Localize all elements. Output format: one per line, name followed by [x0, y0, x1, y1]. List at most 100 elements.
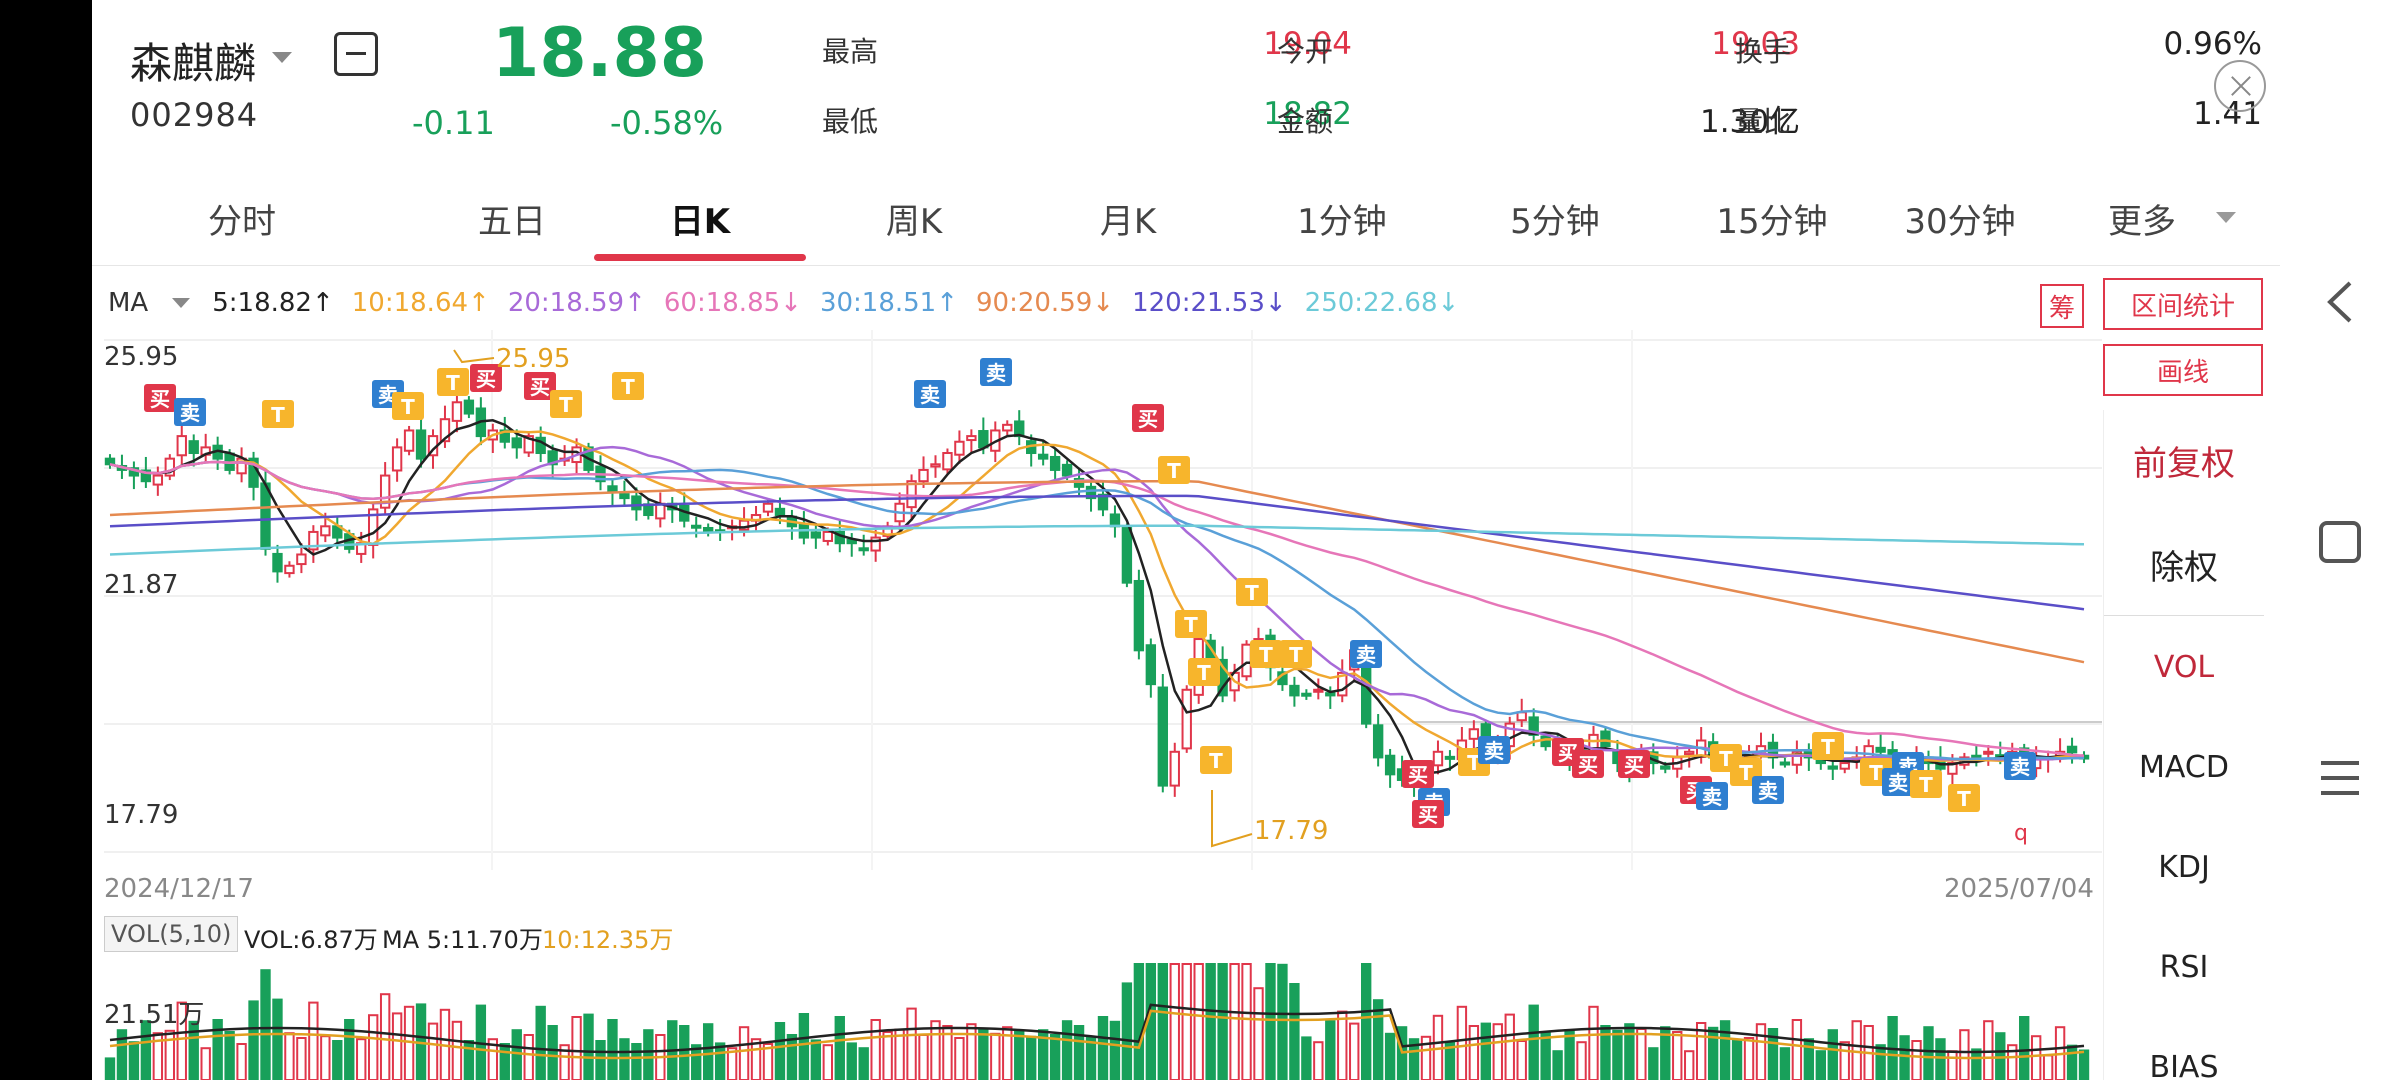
- volume-bar: [1313, 1041, 1324, 1080]
- close-icon[interactable]: [2214, 60, 2266, 112]
- volume-bar: [1229, 963, 1240, 1080]
- stock-name[interactable]: 森麒麟: [130, 39, 257, 88]
- candlestick-chart[interactable]: 买卖T卖TT买买TT卖卖买TTTTTTT卖买卖买T卖买买买买卖TT卖TT卖卖TT…: [92, 0, 2280, 1080]
- candle: [272, 552, 283, 573]
- ma-legend[interactable]: MA 5:18.82↑ 10:18.64↑ 20:18.59↑ 60:18.85…: [108, 288, 1459, 318]
- t-signal-marker: [1812, 732, 1844, 760]
- volume-bar: [367, 1014, 379, 1080]
- volume-bar: [714, 1042, 726, 1080]
- candle: [2066, 745, 2078, 754]
- volume-bar: [1301, 1036, 1312, 1080]
- volume-bar: [810, 1039, 822, 1080]
- volume-bar: [1289, 983, 1300, 1080]
- forward-adjust-option[interactable]: 前复权: [2133, 444, 2235, 484]
- tab-30min[interactable]: 30分钟: [1904, 202, 2016, 242]
- max-price-marker: 25.95: [496, 344, 571, 374]
- t-signal-marker: [1200, 746, 1232, 774]
- chip-distribution-button[interactable]: 筹: [2040, 284, 2084, 328]
- sell-signal-marker: [1882, 768, 1914, 796]
- candle: [152, 474, 164, 486]
- candle: [1145, 644, 1157, 686]
- tab-intraday[interactable]: 分时: [208, 202, 276, 242]
- price-change-pct: -0.58%: [610, 104, 724, 142]
- candle: [1121, 526, 1133, 584]
- indicator-kdj[interactable]: KDJ: [2158, 850, 2210, 885]
- tab-more[interactable]: 更多: [2108, 202, 2176, 242]
- t-signal-marker-label: T: [1184, 613, 1198, 637]
- t-signal-marker-label: T: [1209, 749, 1223, 773]
- t-signal-marker-label: T: [1245, 581, 1259, 605]
- tab-1min[interactable]: 1分钟: [1297, 202, 1387, 242]
- volume-bar: [906, 1007, 917, 1080]
- candle: [1181, 688, 1192, 750]
- volume-bar: [1121, 982, 1133, 1080]
- volume-bar: [1576, 1041, 1587, 1080]
- ma60-value: 60:18.85↓: [663, 288, 802, 318]
- tab-daily-k[interactable]: 日K: [669, 202, 731, 242]
- tab-15min[interactable]: 15分钟: [1716, 202, 1828, 242]
- buy-signal-marker-label: 买: [1578, 753, 1598, 777]
- volume-bar: [1049, 1034, 1061, 1080]
- candle: [691, 524, 702, 529]
- chevron-down-icon[interactable]: [2216, 212, 2236, 223]
- indicator-macd[interactable]: MACD: [2139, 750, 2229, 785]
- volume-indicator-tag[interactable]: VOL(5,10): [104, 916, 239, 952]
- chevron-down-icon[interactable]: [272, 52, 292, 63]
- candle: [774, 507, 786, 517]
- home-square-icon[interactable]: [2280, 502, 2400, 582]
- date-start: 2024/12/17: [104, 874, 254, 904]
- volume-bar: [1420, 1035, 1432, 1080]
- tab-five-day[interactable]: 五日: [478, 202, 546, 242]
- volume-ma5-line: [109, 1003, 2085, 1054]
- t-signal-marker: [612, 372, 644, 400]
- t-signal-marker-label: T: [1869, 761, 1883, 785]
- candle: [1133, 579, 1145, 652]
- menu-icon[interactable]: [2280, 738, 2400, 818]
- tab-weekly-k[interactable]: 周K: [885, 202, 943, 242]
- buy-signal-marker-label: 买: [150, 387, 170, 411]
- volume-bar: [511, 1029, 522, 1080]
- back-icon[interactable]: [2280, 262, 2400, 342]
- volume-bar: [1899, 1035, 1910, 1080]
- volume-ratio-label: 量比: [1735, 105, 1792, 138]
- volume-bar: [1971, 1048, 1982, 1080]
- draw-line-button[interactable]: 画线: [2103, 344, 2263, 396]
- volume-bar: [1672, 1031, 1683, 1080]
- volume-bar: [356, 1038, 367, 1080]
- amount-value: 1.30亿: [1699, 104, 1800, 140]
- sell-signal-marker-label: 卖: [1484, 739, 1504, 763]
- tab-monthly-k[interactable]: 月K: [1099, 202, 1157, 242]
- buy-signal-marker: [144, 384, 176, 412]
- volume-bar: [1624, 1023, 1635, 1080]
- volume-bar: [583, 1013, 594, 1080]
- max-marker-line: [453, 349, 495, 364]
- candle: [1983, 750, 1994, 755]
- volume-bar: [2030, 1035, 2042, 1080]
- range-stats-button[interactable]: 区间统计: [2103, 278, 2263, 330]
- collapse-icon[interactable]: [334, 32, 378, 76]
- buy-signal-marker: [1402, 760, 1434, 788]
- volume-bar: [1695, 1022, 1707, 1080]
- turnover-value: 0.96%: [2163, 26, 2262, 62]
- indicator-vol[interactable]: VOL: [2153, 650, 2215, 685]
- volume-bar: [1097, 1016, 1109, 1080]
- candle: [320, 525, 331, 537]
- chevron-down-icon[interactable]: [172, 298, 191, 308]
- indicator-rsi[interactable]: RSI: [2159, 950, 2209, 985]
- ex-rights-option[interactable]: 除权: [2150, 548, 2218, 588]
- indicator-bias[interactable]: BIAS: [2149, 1050, 2219, 1080]
- volume-bar: [1815, 1050, 1827, 1080]
- volume-bar: [786, 1034, 798, 1080]
- t-signal-marker-label: T: [559, 393, 573, 417]
- t-signal-marker-label: T: [1259, 643, 1273, 667]
- volume-bar: [1911, 1040, 1922, 1080]
- tab-5min[interactable]: 5分钟: [1510, 202, 1600, 242]
- volume-bar: [1504, 1013, 1515, 1080]
- t-signal-marker-label: T: [1957, 787, 1971, 811]
- volume-bar: [224, 1031, 235, 1080]
- volume-ma5: MA 5:11.70万: [382, 926, 543, 954]
- candle: [1097, 493, 1109, 511]
- sell-signal-marker-label: 卖: [986, 361, 1006, 385]
- divider: [2104, 615, 2264, 616]
- candle: [1372, 724, 1384, 759]
